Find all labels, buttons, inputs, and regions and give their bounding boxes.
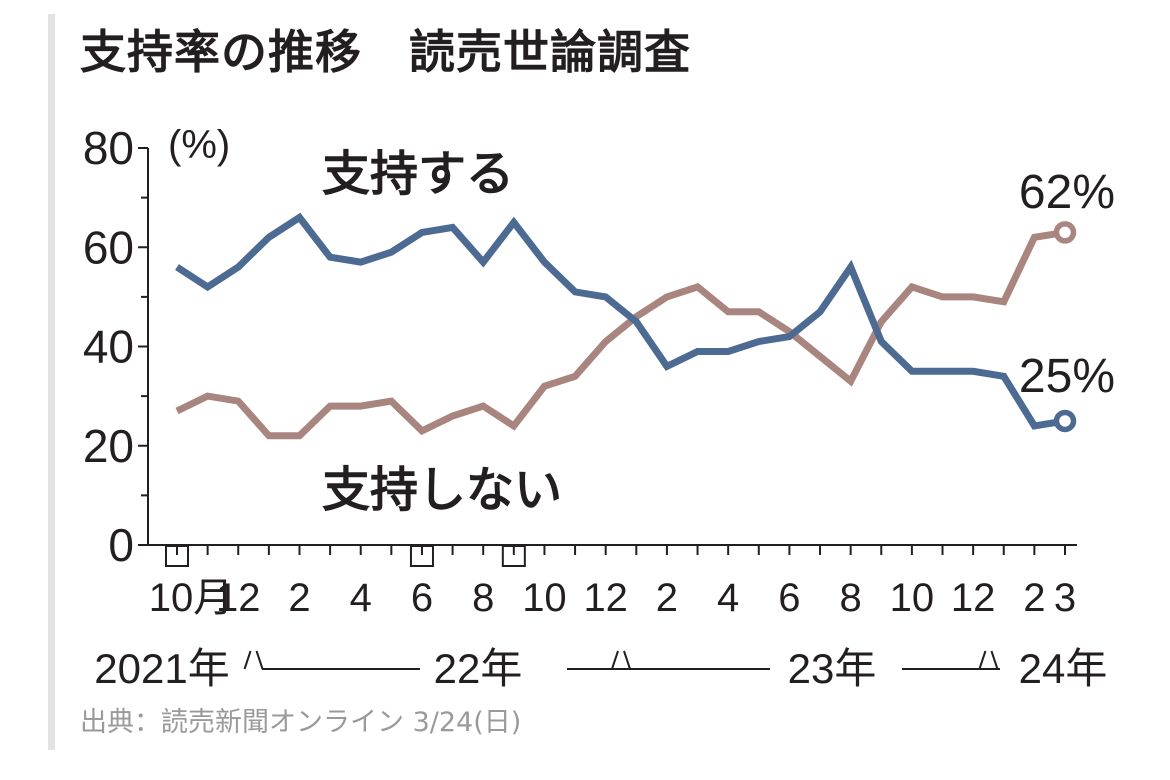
x-tick-label: 3 xyxy=(1054,576,1076,620)
x-tick-label: 6 xyxy=(778,576,800,620)
year-boundary-mark xyxy=(978,650,999,670)
series-layer xyxy=(175,212,1077,440)
x-tick-label: 12 xyxy=(951,576,996,620)
x-tick-label: 6 xyxy=(411,576,433,620)
x-tick-label: 2 xyxy=(1023,576,1045,620)
x-tick-label: 10月 xyxy=(149,576,234,620)
x-tick-box xyxy=(501,545,526,567)
year-axis: 2021年 22年 23年 24年 xyxy=(94,645,1107,692)
x-tick-label: 4 xyxy=(350,576,372,620)
x-tick-label: 12 xyxy=(583,576,628,620)
y-tick-label: 20 xyxy=(83,420,134,472)
x-tick-label: 4 xyxy=(717,576,739,620)
left-accent-bar xyxy=(48,14,55,750)
support-end-value: 25% xyxy=(1019,350,1115,403)
y-tick-label: 40 xyxy=(83,321,134,373)
support-end-marker xyxy=(1053,409,1077,433)
year-label: 22年 xyxy=(434,645,523,692)
x-tick-label: 12 xyxy=(216,576,261,620)
chart-title: 支持率の推移 読売世論調査 xyxy=(80,25,691,79)
x-tick-label: 2 xyxy=(656,576,678,620)
x-tick-label: 10 xyxy=(890,576,935,620)
disapprove-end-marker xyxy=(1053,221,1077,244)
x-tick-label: 8 xyxy=(840,576,862,620)
x-tick-label: 10 xyxy=(522,576,567,620)
x-tick-box xyxy=(409,545,434,567)
year-boundary-mark xyxy=(611,650,631,670)
year-label: 24年 xyxy=(1019,645,1108,692)
y-axis-unit-label: (%) xyxy=(168,123,230,167)
disapprove-line xyxy=(175,228,1066,440)
support-line xyxy=(175,212,1066,430)
x-tick-label: 8 xyxy=(472,576,494,620)
y-tick-label: 60 xyxy=(83,221,134,273)
y-tick-label: 80 xyxy=(83,122,134,174)
support-series-label: 支持する xyxy=(322,146,514,202)
disapprove-end-value: 62% xyxy=(1019,166,1115,219)
x-tick-label: 2 xyxy=(288,576,310,620)
x-tick-box xyxy=(165,545,189,567)
y-axis: 0 20 40 60 80 xyxy=(83,122,149,571)
y-tick-label: 0 xyxy=(108,519,134,571)
disapprove-series-label: 支持しない xyxy=(322,462,562,518)
year-label: 2021年 xyxy=(94,645,229,692)
source-credit: 出典：読売新聞オンライン 3/24(日) xyxy=(80,707,522,738)
year-boundary-mark xyxy=(243,650,264,670)
year-label: 23年 xyxy=(788,645,877,692)
